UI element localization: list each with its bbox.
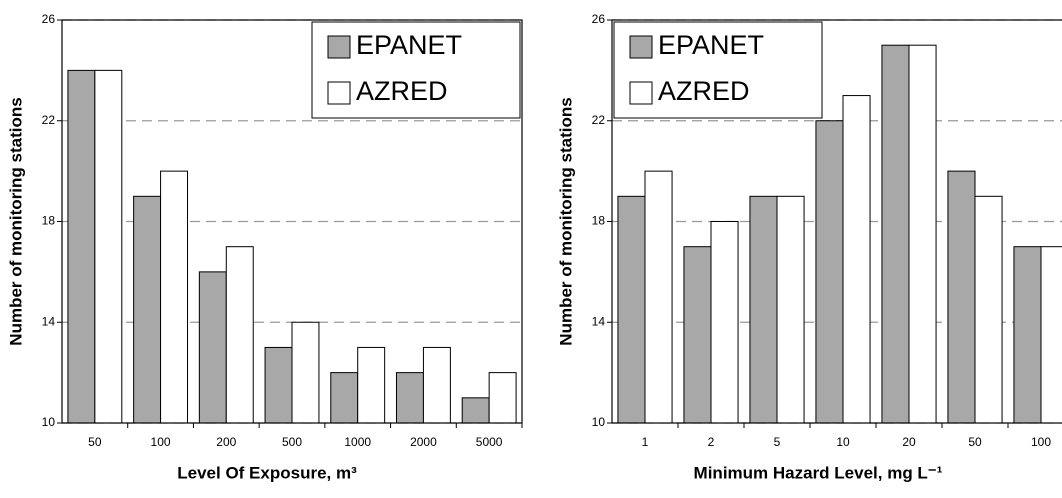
bar bbox=[160, 170, 189, 424]
bar bbox=[395, 372, 424, 424]
legend-label: EPANET bbox=[658, 30, 764, 60]
bar bbox=[291, 321, 320, 424]
bar bbox=[488, 372, 517, 424]
bar bbox=[776, 195, 805, 424]
bar bbox=[422, 346, 451, 424]
bar bbox=[974, 195, 1003, 424]
legend-swatch bbox=[629, 81, 653, 105]
legend-label: EPANET bbox=[356, 30, 462, 60]
bar bbox=[357, 346, 386, 424]
x-tick-label: 5000 bbox=[476, 435, 503, 449]
bar bbox=[644, 170, 673, 424]
x-tick-label: 2000 bbox=[410, 435, 437, 449]
x-tick-label: 50 bbox=[968, 435, 982, 449]
bar bbox=[264, 346, 293, 424]
x-tick-label: 1000 bbox=[344, 435, 371, 449]
y-tick-label: 22 bbox=[42, 113, 56, 127]
y-axis-label: Number of monitoring stations bbox=[6, 97, 25, 345]
bar bbox=[815, 120, 844, 424]
legend-swatch bbox=[327, 81, 351, 105]
legend-swatch bbox=[629, 35, 653, 59]
bar bbox=[198, 271, 227, 424]
bar bbox=[1040, 246, 1062, 424]
y-tick-label: 18 bbox=[42, 214, 56, 228]
y-axis-label: Number of monitoring stations bbox=[556, 97, 575, 345]
y-tick-label: 22 bbox=[592, 113, 606, 127]
bar bbox=[133, 195, 162, 424]
bar bbox=[94, 69, 123, 424]
bar bbox=[1013, 246, 1042, 424]
x-tick-label: 50 bbox=[88, 435, 102, 449]
bar bbox=[225, 246, 254, 424]
x-axis-label: Minimum Hazard Level, mg L⁻¹ bbox=[694, 463, 943, 482]
legend-label: AZRED bbox=[356, 76, 448, 106]
bar bbox=[617, 195, 646, 424]
x-tick-label: 100 bbox=[151, 435, 171, 449]
y-tick-label: 10 bbox=[592, 415, 606, 429]
legend-label: AZRED bbox=[658, 76, 750, 106]
bar bbox=[842, 95, 871, 424]
legend-swatch bbox=[327, 35, 351, 59]
bar bbox=[330, 372, 359, 424]
x-tick-label: 20 bbox=[902, 435, 916, 449]
x-tick-label: 1 bbox=[642, 435, 649, 449]
y-tick-label: 26 bbox=[592, 12, 606, 26]
bar bbox=[881, 44, 910, 424]
y-tick-label: 10 bbox=[42, 415, 56, 429]
y-tick-label: 18 bbox=[592, 214, 606, 228]
bar bbox=[461, 397, 490, 424]
bar bbox=[947, 170, 976, 424]
bar bbox=[908, 44, 937, 424]
bar bbox=[710, 221, 739, 424]
bar bbox=[683, 246, 712, 424]
y-tick-label: 26 bbox=[42, 12, 56, 26]
x-tick-label: 5 bbox=[774, 435, 781, 449]
plot-frame bbox=[61, 19, 523, 424]
bar bbox=[67, 69, 96, 424]
plot-frame bbox=[611, 19, 1062, 424]
y-tick-label: 14 bbox=[592, 314, 606, 328]
x-axis-label: Level Of Exposure, m³ bbox=[177, 463, 357, 482]
y-tick-label: 14 bbox=[42, 314, 56, 328]
bar bbox=[749, 195, 778, 424]
x-tick-label: 10 bbox=[836, 435, 850, 449]
x-tick-label: 2 bbox=[708, 435, 715, 449]
x-tick-label: 100 bbox=[1031, 435, 1051, 449]
x-tick-label: 500 bbox=[282, 435, 302, 449]
x-tick-label: 200 bbox=[216, 435, 236, 449]
